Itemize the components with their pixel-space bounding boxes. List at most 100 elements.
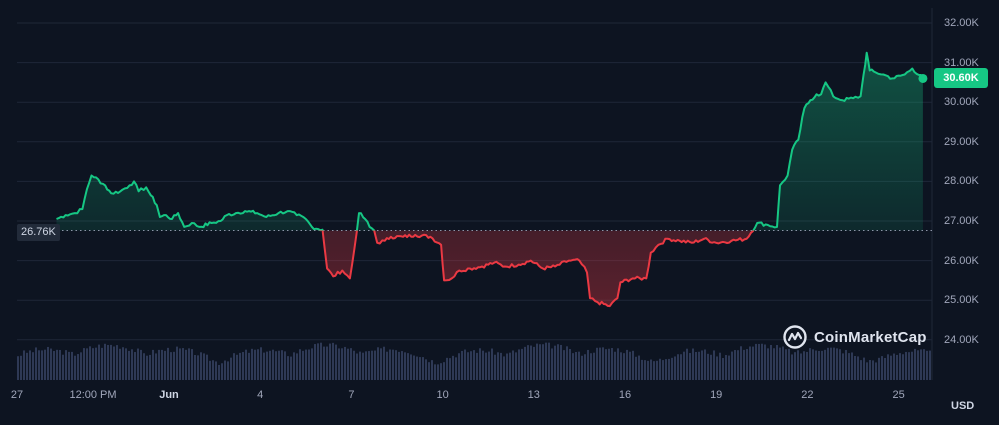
volume-bar [44,349,46,380]
volume-bar [623,353,625,380]
volume-bar [743,349,745,380]
volume-bar [704,349,706,380]
currency-label: USD [951,400,975,412]
volume-bar [167,347,169,380]
volume-bar [419,357,421,380]
volume-bar [227,361,229,380]
volume-bar [740,346,742,380]
volume-bar [647,360,649,380]
volume-bar [854,355,856,380]
volume-bar [686,348,688,380]
volume-bar [593,352,595,380]
volume-bar [47,346,49,380]
volume-bar [827,347,829,380]
volume-bar [764,344,766,380]
volume-bar [899,353,901,380]
volume-bar [398,351,400,380]
volume-bar [857,356,859,380]
volume-bar [680,354,682,380]
volume-bar [578,351,580,380]
volume-bar [176,346,178,380]
volume-bar [71,351,73,380]
volume-bar [638,355,640,380]
volume-bar [650,359,652,380]
volume-bar [113,346,115,380]
volume-bar [674,356,676,380]
price-line-down [318,230,755,308]
volume-bar [254,349,256,380]
volume-bar [35,347,37,380]
current-price-badge: 30.60K [934,68,988,88]
volume-bar [131,349,133,380]
volume-bar [530,345,532,380]
volume-bar [575,351,577,380]
volume-bar [560,344,562,380]
volume-bar [644,360,646,380]
volume-bar [701,350,703,380]
volume-bar [434,364,436,380]
volume-bar [92,348,94,380]
volume-bar [797,350,799,380]
volume-bar [26,352,28,380]
volume-bar [98,344,100,380]
volume-bar [368,351,370,380]
volume-bar [401,351,403,380]
volume-bar [338,348,340,380]
volume-bar [860,360,862,380]
volume-bar [608,348,610,380]
volume-bar [74,355,76,380]
volume-bar [455,357,457,380]
volume-bar [494,354,496,380]
volume-bar [506,353,508,380]
volume-bar [242,352,244,380]
volume-bar [317,343,319,380]
volume-bar [302,350,304,380]
volume-bar [371,350,373,380]
volume-bar [377,347,379,380]
volume-bar [200,352,202,380]
volume-bar [911,351,913,380]
volume-bar [734,350,736,380]
volume-bar [374,350,376,380]
volume-bar [746,349,748,380]
x-tick-label: 4 [257,389,264,401]
volume-bar [665,359,667,380]
volume-bar [95,347,97,380]
volume-bar [221,363,223,380]
volume-bar [446,357,448,380]
volume-bar [65,350,67,380]
volume-bar [347,348,349,380]
volume-bar [329,343,331,380]
volume-bar [218,364,220,380]
volume-bar [479,348,481,380]
volume-bar [257,349,259,380]
volume-bar [719,352,721,380]
volume-bar [572,353,574,380]
volume-bar [779,347,781,380]
volume-bar [929,350,931,380]
volume-bar [101,347,103,380]
volume-bar [671,357,673,380]
volume-bar [464,349,466,380]
x-tick-label: 7 [348,389,355,401]
volume-bar [203,353,205,380]
volume-bar [728,355,730,380]
y-tick-label: 28.00K [944,175,979,188]
volume-bar [299,349,301,380]
volume-bar [311,348,313,380]
volume-bar [896,354,898,380]
volume-bar [761,343,763,380]
volume-bar [341,348,343,380]
volume-bar [677,354,679,380]
volume-bar [626,349,628,380]
volume-bar [533,346,535,380]
volume-bar [710,354,712,380]
volume-bar [293,352,295,380]
volume-bar [149,354,151,380]
volume-bar [809,348,811,380]
last-price-dot [918,73,928,83]
volume-bar [206,354,208,380]
volume-bar [917,350,919,380]
brand-name: CoinMarketCap [814,328,927,346]
volume-bar [125,348,127,380]
